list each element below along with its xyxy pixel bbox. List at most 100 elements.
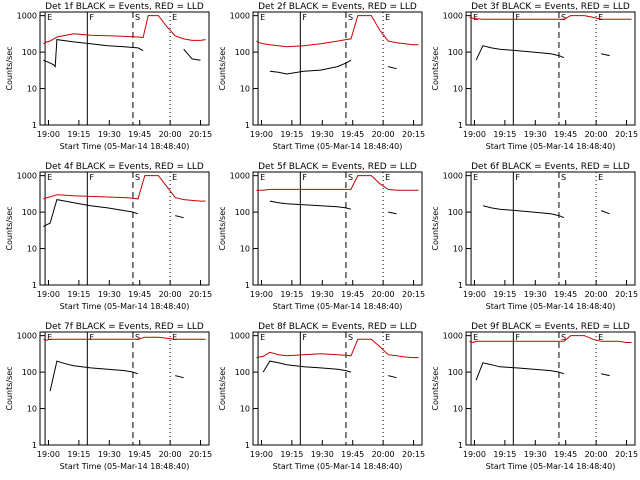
- event-marker-label: F: [89, 333, 94, 342]
- x-tick-label: 20:00: [372, 290, 395, 299]
- panel-title: Det 3f BLACK = Events, RED = LLD: [471, 2, 630, 12]
- x-tick-label: 19:15: [67, 130, 90, 139]
- plot-frame: [252, 11, 423, 126]
- event-marker-label: S: [348, 333, 353, 342]
- event-marker-label: E: [172, 173, 177, 182]
- x-axis-label: Start Time (05-Mar-14 18:48:40): [60, 462, 190, 471]
- y-tick-label: 1000: [17, 172, 37, 181]
- x-tick-label: 19:30: [98, 450, 121, 459]
- plot-frame: [39, 331, 210, 446]
- y-tick-label: 1: [32, 121, 37, 130]
- plot-panel-4: Det 4f BLACK = Events, RED = LLD 1 10 100 10…: [5, 162, 212, 311]
- x-tick-label: 19:00: [250, 130, 273, 139]
- plot-panel-2: Det 2f BLACK = Events, RED = LLD 1 10 100 10…: [218, 2, 425, 151]
- panel-title: Det 2f BLACK = Events, RED = LLD: [258, 2, 417, 12]
- series-line-lld: [43, 336, 206, 341]
- y-tick-label: 100: [22, 48, 37, 57]
- x-tick-label: 19:00: [463, 290, 486, 299]
- x-tick-label: 20:15: [189, 290, 212, 299]
- panel-title: Det 6f BLACK = Events, RED = LLD: [471, 162, 630, 172]
- x-tick-label: 20:00: [585, 450, 608, 459]
- y-axis-label: Counts/sec: [218, 366, 227, 410]
- event-marker-label: E: [260, 333, 265, 342]
- y-tick-label: 100: [235, 208, 250, 217]
- x-tick-label: 19:45: [341, 290, 364, 299]
- x-tick-label: 19:15: [67, 450, 90, 459]
- event-marker-label: E: [385, 173, 390, 182]
- x-axis-label: Start Time (05-Mar-14 18:48:40): [486, 462, 616, 471]
- event-marker-label: E: [47, 13, 52, 22]
- event-marker-label: S: [561, 333, 566, 342]
- x-tick-label: 20:15: [615, 290, 638, 299]
- x-tick-label: 20:00: [372, 450, 395, 459]
- y-tick-label: 1: [245, 281, 250, 290]
- event-marker-label: S: [561, 13, 566, 22]
- x-tick-label: 19:45: [341, 450, 364, 459]
- series-line-lld: [256, 175, 419, 191]
- x-tick-label: 19:00: [37, 130, 60, 139]
- x-tick-label: 19:45: [554, 130, 577, 139]
- panel-title: Det 5f BLACK = Events, RED = LLD: [258, 162, 417, 172]
- y-tick-label: 1: [32, 281, 37, 290]
- plot-frame: [39, 11, 210, 126]
- y-tick-label: 100: [448, 208, 463, 217]
- x-tick-label: 19:00: [37, 290, 60, 299]
- y-tick-label: 10: [27, 85, 37, 94]
- y-tick-label: 100: [235, 48, 250, 57]
- plot-frame: [252, 331, 423, 446]
- x-tick-label: 19:45: [128, 450, 151, 459]
- plot-frame: [39, 171, 210, 286]
- x-axis-label: Start Time (05-Mar-14 18:48:40): [273, 462, 403, 471]
- series-line-lld: [469, 15, 632, 20]
- panel-title: Det 7f BLACK = Events, RED = LLD: [45, 322, 204, 332]
- plot-frame: [465, 331, 636, 446]
- plot-frame: [252, 171, 423, 286]
- x-tick-label: 19:30: [311, 130, 334, 139]
- event-marker-label: F: [302, 173, 307, 182]
- plot-panel-6: Det 6f BLACK = Events, RED = LLD 1 10 100 10…: [431, 162, 638, 311]
- event-marker-label: E: [598, 333, 603, 342]
- event-marker-label: F: [515, 173, 520, 182]
- event-marker-label: S: [561, 173, 566, 182]
- y-tick-label: 1: [458, 281, 463, 290]
- event-marker-label: F: [515, 13, 520, 22]
- plot-panel-8: Det 8f BLACK = Events, RED = LLD 1 10 100 10…: [218, 322, 425, 471]
- y-tick-label: 1: [245, 121, 250, 130]
- y-tick-label: 1000: [17, 332, 37, 341]
- x-tick-label: 20:00: [159, 290, 182, 299]
- x-tick-label: 19:15: [280, 290, 303, 299]
- x-tick-label: 19:30: [524, 290, 547, 299]
- x-axis-label: Start Time (05-Mar-14 18:48:40): [60, 142, 190, 151]
- series-line-lld: [256, 15, 419, 48]
- x-tick-label: 19:00: [463, 130, 486, 139]
- y-tick-label: 100: [448, 48, 463, 57]
- x-tick-label: 19:15: [493, 130, 516, 139]
- panel-title: Det 4f BLACK = Events, RED = LLD: [45, 162, 204, 172]
- x-tick-label: 19:30: [98, 290, 121, 299]
- x-tick-label: 19:00: [37, 450, 60, 459]
- x-tick-label: 20:00: [159, 450, 182, 459]
- event-marker-label: S: [348, 13, 353, 22]
- x-tick-label: 19:00: [463, 450, 486, 459]
- y-axis-label: Counts/sec: [5, 206, 14, 250]
- x-tick-label: 19:15: [493, 450, 516, 459]
- y-tick-label: 1000: [443, 332, 463, 341]
- event-marker-label: E: [385, 333, 390, 342]
- x-tick-label: 19:15: [67, 290, 90, 299]
- series-line-events: [262, 360, 397, 379]
- x-tick-label: 19:00: [250, 450, 273, 459]
- y-tick-label: 10: [240, 405, 250, 414]
- event-marker-label: S: [348, 173, 353, 182]
- plot-frame: [465, 11, 636, 126]
- y-axis-label: Counts/sec: [5, 366, 14, 410]
- y-tick-label: 1: [458, 441, 463, 450]
- y-tick-label: 1: [245, 441, 250, 450]
- x-tick-label: 19:45: [128, 130, 151, 139]
- x-tick-label: 20:15: [189, 130, 212, 139]
- y-tick-label: 100: [448, 368, 463, 377]
- event-marker-label: E: [172, 333, 177, 342]
- x-tick-label: 19:30: [311, 290, 334, 299]
- y-tick-label: 10: [27, 405, 37, 414]
- y-tick-label: 1000: [17, 12, 37, 21]
- x-axis-label: Start Time (05-Mar-14 18:48:40): [273, 142, 403, 151]
